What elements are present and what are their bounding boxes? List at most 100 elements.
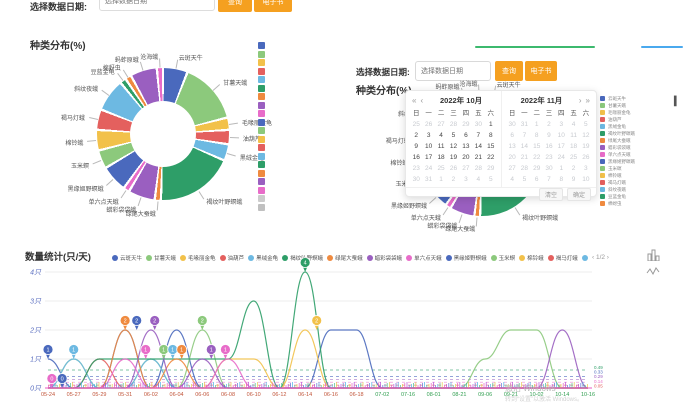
calendar-day-cell[interactable]: 17 bbox=[557, 143, 565, 150]
legend-item[interactable]: 油葫芦 bbox=[219, 254, 244, 262]
calendar-day-cell[interactable]: 4 bbox=[439, 132, 443, 139]
calendar-day-cell[interactable]: 10 bbox=[425, 143, 433, 150]
calendar-day-cell[interactable]: 27 bbox=[462, 165, 470, 172]
right-pie-legend[interactable]: 云斑天牛 甘薯天蛾 毛喙丽金龟 油葫芦 黑绒金龟 褐纹叶野螟蛾 绿尾大蚕蛾 蜡彩袋袋蛾 单六点天… bbox=[600, 95, 635, 207]
calendar-day-cell[interactable]: 11 bbox=[437, 143, 445, 150]
calendar-day-cell[interactable]: 26 bbox=[582, 154, 590, 161]
calendar-day-cell[interactable]: 5 bbox=[522, 176, 527, 183]
calendar-day-cell[interactable]: 31 bbox=[425, 176, 433, 183]
calendar-day-cell[interactable]: 9 bbox=[414, 143, 419, 150]
calendar-day-cell[interactable]: 5 bbox=[451, 132, 456, 139]
value-pin-marker[interactable]: 2 bbox=[119, 315, 131, 331]
calendar-day-cell[interactable]: 27 bbox=[508, 165, 516, 172]
legend-item[interactable]: 毛喙丽金龟 bbox=[600, 109, 635, 116]
legend-swatch[interactable] bbox=[258, 186, 265, 194]
top-query-button[interactable]: 查询 bbox=[218, 0, 252, 12]
legend-item[interactable]: 玉米螟 bbox=[600, 165, 635, 172]
legend-swatch[interactable] bbox=[258, 161, 265, 168]
calendar-day-cell[interactable]: 15 bbox=[533, 143, 541, 150]
calendar-day-cell[interactable]: 3 bbox=[426, 132, 431, 139]
legend-swatch[interactable] bbox=[258, 152, 265, 160]
next-month-icon[interactable]: › bbox=[578, 96, 582, 105]
calendar-day-cell[interactable]: 4 bbox=[571, 121, 576, 128]
legend-item[interactable]: 油葫芦 bbox=[600, 116, 635, 123]
value-pin-marker[interactable]: 0 bbox=[46, 373, 58, 389]
next-year-icon[interactable]: » bbox=[585, 96, 590, 105]
calendar-day-cell[interactable]: 1 bbox=[534, 121, 539, 128]
legend-swatch[interactable] bbox=[258, 76, 265, 83]
value-pin-marker[interactable]: 1 bbox=[140, 344, 152, 360]
calendar-day-cell[interactable]: 2 bbox=[414, 132, 419, 139]
legend-swatch[interactable] bbox=[258, 169, 265, 177]
legend-swatch[interactable] bbox=[258, 50, 265, 58]
legend-swatch[interactable] bbox=[258, 93, 265, 100]
prev-month-icon[interactable]: ‹ bbox=[420, 96, 424, 105]
legend-item[interactable]: 黑绒金龟 bbox=[600, 123, 635, 130]
legend-swatch[interactable] bbox=[258, 203, 265, 211]
legend-pager[interactable]: ‹ 1/2 › bbox=[592, 254, 609, 261]
calendar-day-cell[interactable]: 13 bbox=[462, 143, 470, 150]
legend-item[interactable]: 褐马灯蛾 bbox=[600, 179, 635, 186]
value-pin-marker[interactable]: 0 bbox=[56, 373, 68, 389]
value-pin-marker[interactable]: 1 bbox=[167, 344, 179, 360]
top-date-input[interactable] bbox=[99, 0, 215, 11]
legend-swatch[interactable] bbox=[258, 67, 265, 75]
calendar-day-cell[interactable]: 18 bbox=[569, 143, 578, 150]
calendar-day-cell[interactable]: 22 bbox=[487, 154, 495, 161]
calendar-day-cell[interactable]: 23 bbox=[545, 154, 553, 161]
calendar-day-cell[interactable]: 25 bbox=[412, 121, 420, 128]
value-pin-marker[interactable]: 1 bbox=[220, 344, 231, 360]
legend-item[interactable]: 甘薯天蛾 bbox=[146, 254, 176, 262]
legend-swatch[interactable] bbox=[258, 59, 265, 66]
top-ebook-button[interactable]: 电子书 bbox=[254, 0, 292, 12]
calendar-day-cell[interactable]: 7 bbox=[547, 176, 551, 183]
calendar-day-cell[interactable]: 1 bbox=[559, 165, 564, 172]
calendar-day-cell[interactable]: 25 bbox=[569, 154, 578, 161]
calendar-day-cell[interactable]: 26 bbox=[449, 165, 458, 172]
ebook-button[interactable]: 电子书 bbox=[525, 61, 557, 81]
calendar-month-title[interactable]: 2022年 10月 bbox=[440, 96, 483, 105]
calendar-day-cell[interactable]: 3 bbox=[584, 165, 588, 172]
legend-item[interactable]: 豆蓝金龟 bbox=[600, 193, 635, 200]
value-pin-marker[interactable]: 1 bbox=[205, 344, 217, 360]
legend-item[interactable]: 毛喙丽金龟 bbox=[180, 254, 216, 262]
legend-item[interactable]: 斜纹夜蛾 bbox=[581, 254, 590, 262]
left-pie-legend[interactable] bbox=[258, 42, 265, 212]
calendar-day-cell[interactable]: 19 bbox=[449, 154, 458, 161]
legend-swatch[interactable] bbox=[258, 84, 265, 92]
calendar-day-cell[interactable]: 19 bbox=[582, 143, 590, 150]
legend-item[interactable]: 蜡彩袋袋蛾 bbox=[600, 144, 635, 151]
calendar-day-cell[interactable]: 17 bbox=[425, 154, 433, 161]
calendar-day-cell[interactable]: 14 bbox=[520, 143, 529, 150]
calendar-day-cell[interactable]: 20 bbox=[462, 154, 470, 161]
calendar-day-cell[interactable]: 27 bbox=[437, 121, 445, 128]
calendar-day-cell[interactable]: 28 bbox=[449, 121, 458, 128]
calendar-day-cell[interactable]: 14 bbox=[474, 143, 482, 150]
calendar-day-cell[interactable]: 9 bbox=[547, 132, 551, 139]
calendar-day-cell[interactable]: 8 bbox=[534, 132, 539, 139]
value-pin-marker[interactable]: 4 bbox=[299, 257, 311, 273]
legend-item[interactable]: 棉铃蛾 bbox=[600, 172, 635, 179]
calendar-day-cell[interactable]: 4 bbox=[510, 176, 514, 183]
calendar-month-title[interactable]: 2022年 11月 bbox=[520, 96, 563, 105]
legend-item[interactable]: 褐纹叶野螟蛾 bbox=[600, 130, 635, 137]
value-pin-marker[interactable]: 2 bbox=[149, 315, 161, 331]
calendar-day-cell[interactable]: 30 bbox=[545, 165, 553, 172]
value-pin-marker[interactable]: 1 bbox=[158, 344, 170, 360]
calendar-day-cell[interactable]: 10 bbox=[582, 176, 590, 183]
legend-swatch[interactable] bbox=[258, 101, 265, 109]
calendar-day-cell[interactable]: 18 bbox=[437, 154, 445, 161]
calendar-day-cell[interactable]: 7 bbox=[522, 132, 527, 139]
calendar-day-cell[interactable]: 25 bbox=[437, 165, 445, 172]
calendar-day-cell[interactable]: 3 bbox=[464, 176, 468, 183]
legend-swatch[interactable] bbox=[258, 144, 265, 151]
calendar-day-cell[interactable]: 21 bbox=[474, 154, 482, 161]
legend-item[interactable]: 棉铃蛾 bbox=[519, 254, 544, 262]
calendar-day-cell[interactable]: 29 bbox=[533, 165, 541, 172]
calendar-day-cell[interactable]: 30 bbox=[508, 121, 516, 128]
legend-swatch[interactable] bbox=[258, 178, 265, 185]
calendar-day-cell[interactable]: 22 bbox=[533, 154, 541, 161]
calendar-day-cell[interactable]: 30 bbox=[412, 176, 420, 183]
calendar-day-cell[interactable]: 16 bbox=[412, 154, 420, 161]
calendar-day-cell[interactable]: 12 bbox=[449, 143, 458, 150]
